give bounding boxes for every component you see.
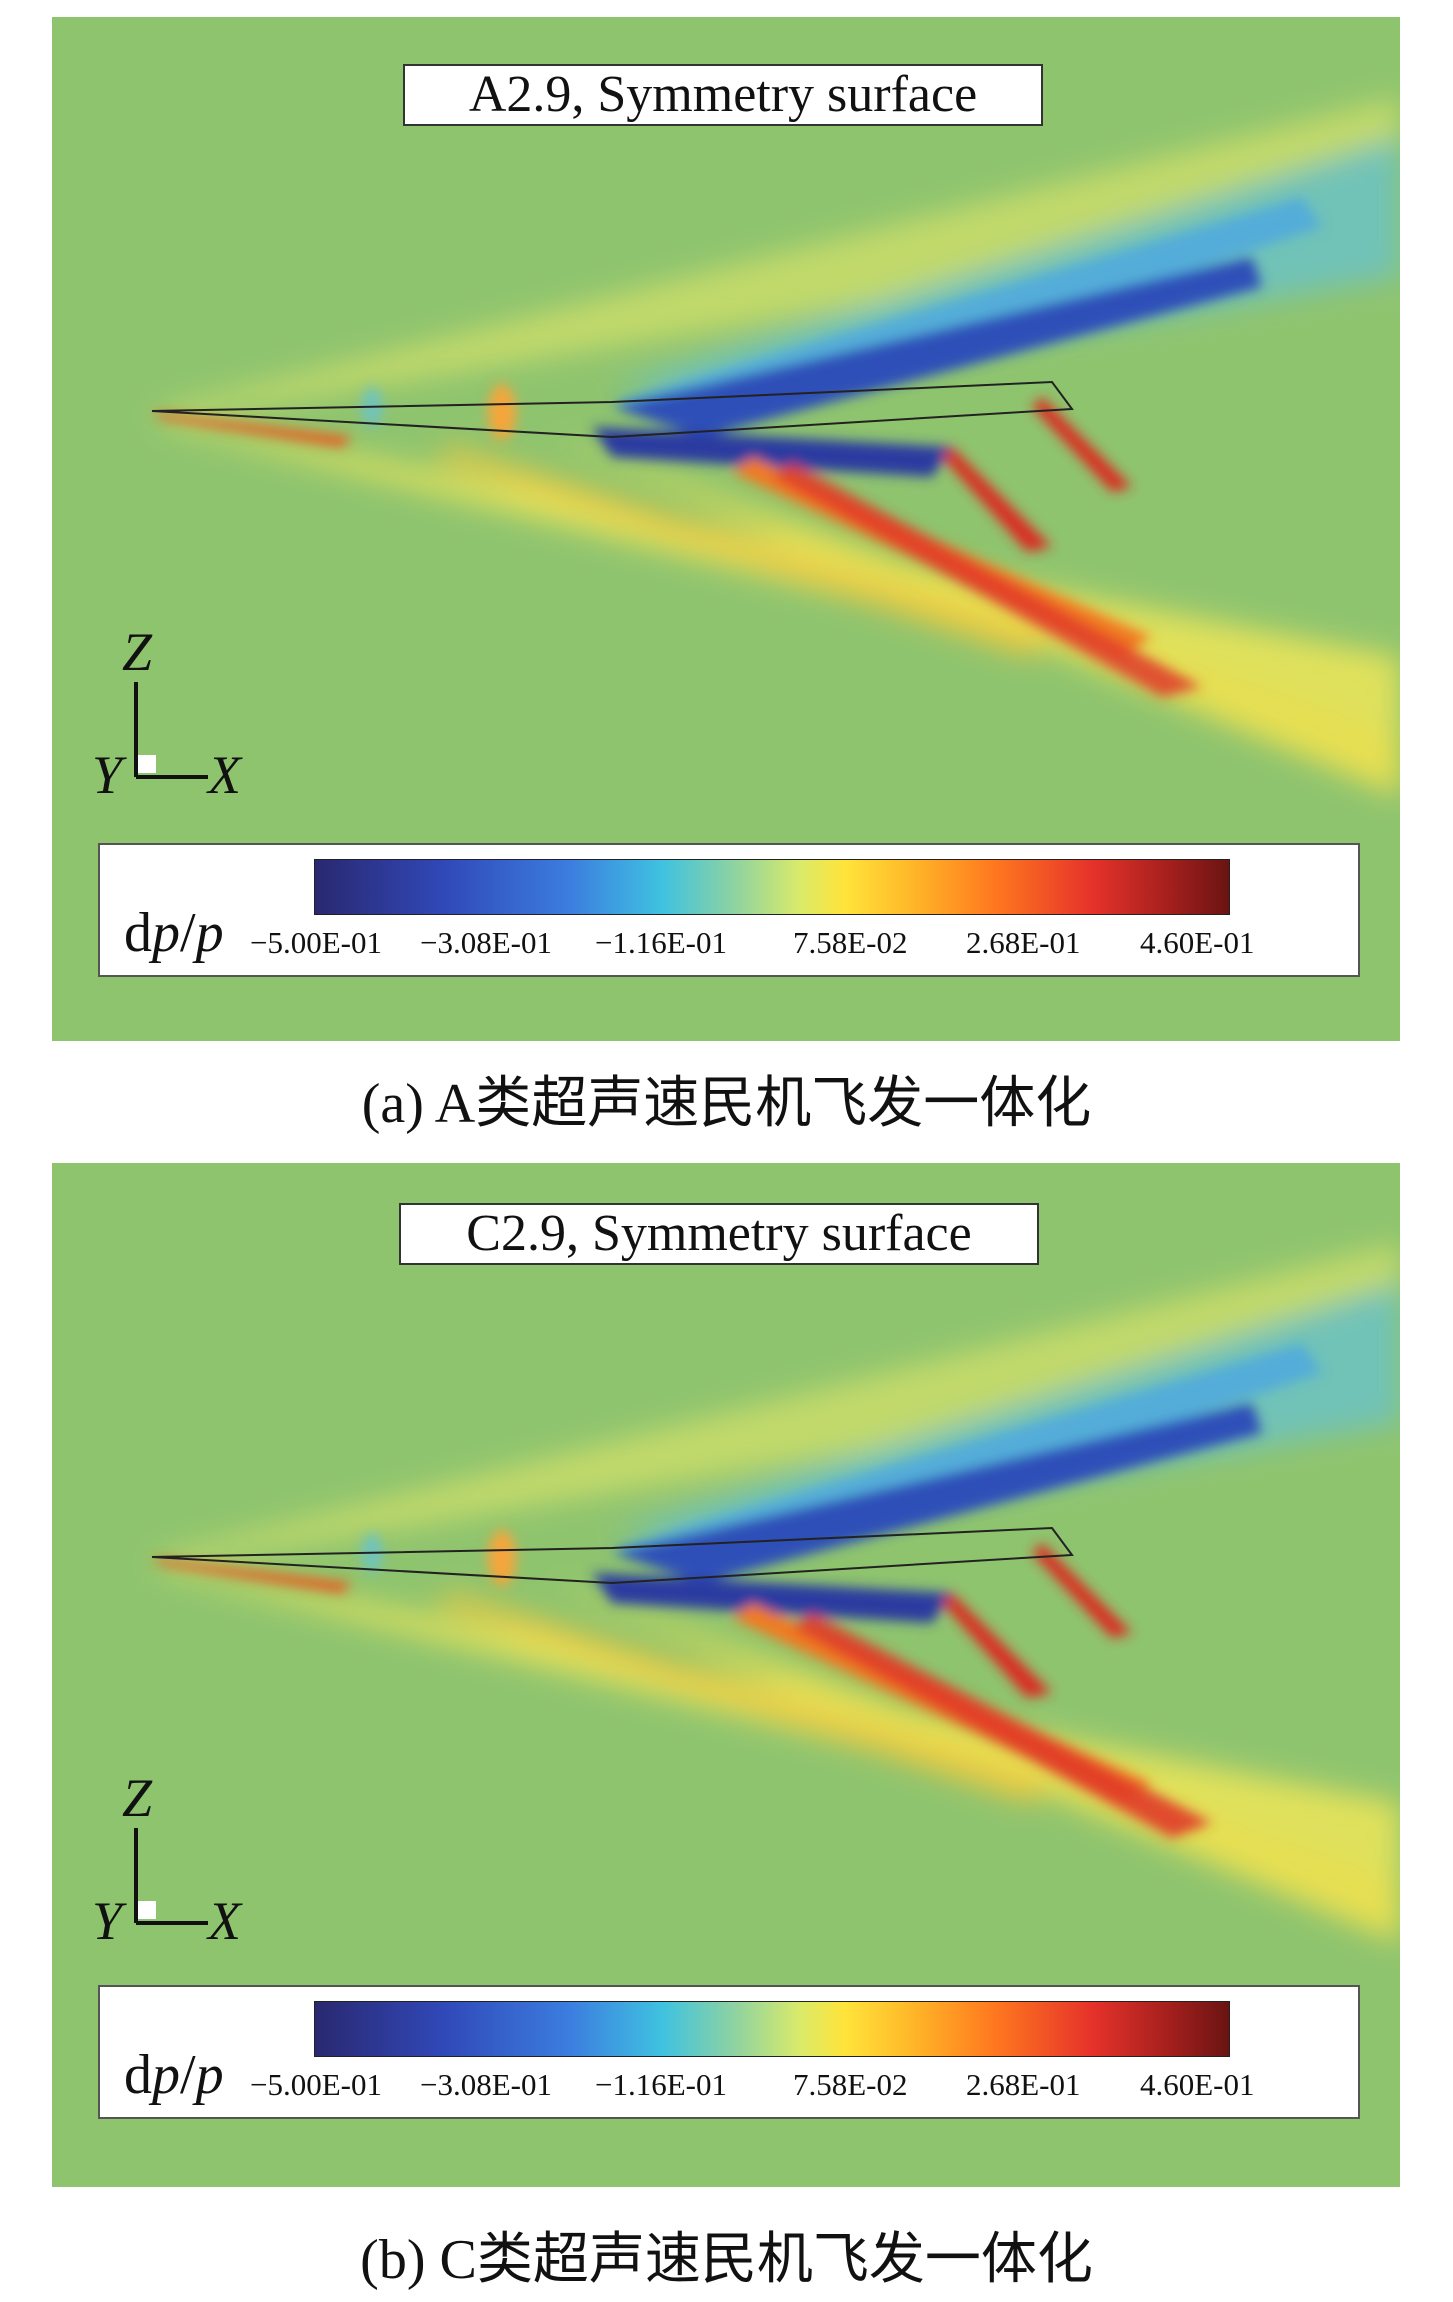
x-axis-label: X [208,1891,241,1951]
colorbar-gradient [314,859,1230,915]
colorbar-tick: −5.00E-01 [250,2067,382,2102]
axis-triad: Z Y X [58,1768,288,1953]
axis-triad-lines [134,682,208,779]
colorbar-tick: −1.16E-01 [595,925,727,960]
contour-panel-b: C2.9, Symmetry surface Z Y X dp/p −5.00E… [52,1163,1400,2187]
colorbar-tick: −5.00E-01 [250,925,382,960]
z-axis-label: Z [122,622,153,682]
colorbar-tick: 4.60E-01 [1140,925,1255,960]
colorbar-tick: −3.08E-01 [420,2067,552,2102]
colorbar-tick: −3.08E-01 [420,925,552,960]
colorbar-gradient [314,2001,1230,2057]
colorbar-tick: 2.68E-01 [966,925,1081,960]
colorbar-variable-label: dp/p [124,2044,224,2106]
colorbar-variable-label: dp/p [124,902,224,964]
colorbar-legend: dp/p −5.00E-01 −3.08E-01 −1.16E-01 7.58E… [98,1985,1360,2119]
caption-a: (a) A类超声速民机飞发一体化 [361,1073,1092,1135]
colorbar-tick: 4.60E-01 [1140,2067,1255,2102]
colorbar-tick: 7.58E-02 [793,2067,908,2102]
colorbar-tick: 2.68E-01 [966,2067,1081,2102]
contour-panel-a: A2.9, Symmetry surface Z Y X dp/p −5.00E… [52,17,1400,1041]
y-axis-label: Y [92,1891,123,1951]
colorbar-tick: −1.16E-01 [595,2067,727,2102]
panel-title: A2.9, Symmetry surface [403,64,1043,126]
y-axis-label: Y [92,745,123,805]
x-axis-label: X [208,745,241,805]
axis-triad: Z Y X [58,622,288,807]
colorbar-tick: 7.58E-02 [793,925,908,960]
colorbar-legend: dp/p −5.00E-01 −3.08E-01 −1.16E-01 7.58E… [98,843,1360,977]
z-axis-label: Z [122,1768,153,1828]
panel-title: C2.9, Symmetry surface [399,1203,1039,1265]
caption-b: (b) C类超声速民机飞发一体化 [360,2229,1093,2291]
axis-triad-lines [134,1828,208,1925]
